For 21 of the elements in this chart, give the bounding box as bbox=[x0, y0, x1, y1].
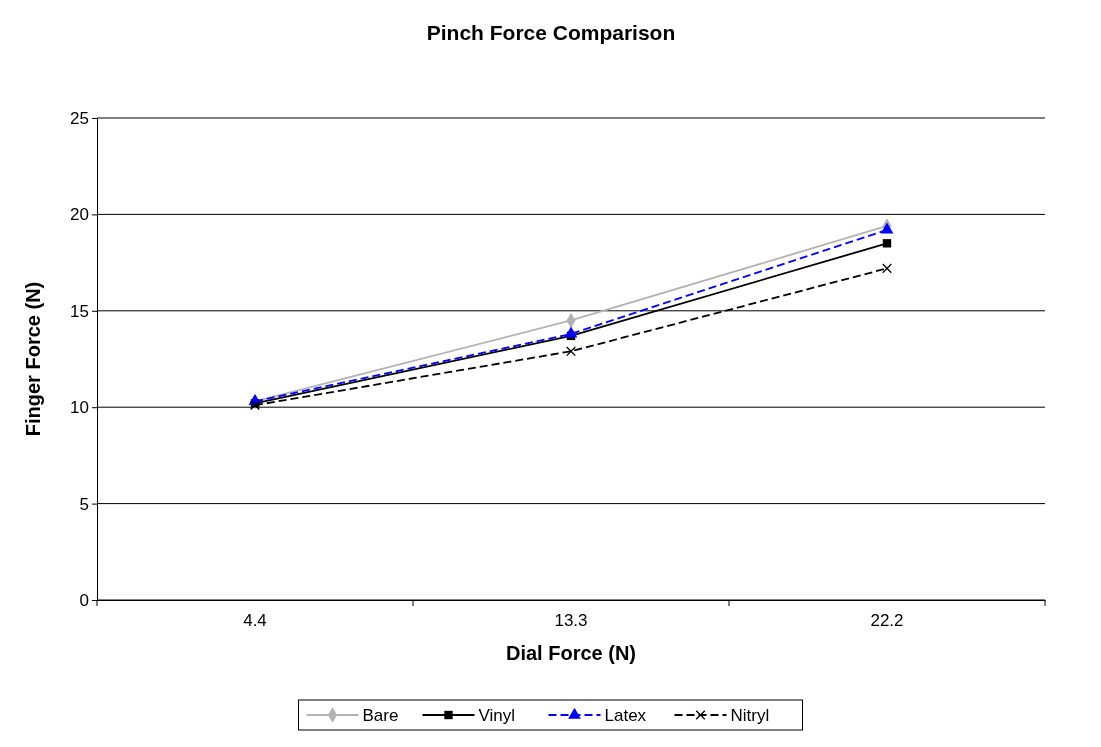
point bbox=[564, 326, 578, 338]
y-axis-title: Finger Force (N) bbox=[22, 281, 44, 437]
point bbox=[880, 222, 894, 234]
y-tick-label: 10 bbox=[70, 398, 89, 418]
legend-label: Vinyl bbox=[478, 706, 516, 725]
chart-title: Pinch Force Comparison bbox=[426, 21, 676, 44]
legend-label: Bare bbox=[362, 706, 399, 725]
y-tick-label: 5 bbox=[79, 494, 89, 514]
point bbox=[882, 239, 892, 248]
x-tick-label: 22.2 bbox=[870, 611, 904, 631]
y-tick-label: 0 bbox=[79, 590, 89, 610]
y-tick-label: 25 bbox=[70, 108, 89, 128]
x-tick-label: 13.3 bbox=[554, 611, 588, 631]
point bbox=[882, 263, 892, 274]
y-tick-label: 15 bbox=[70, 301, 89, 321]
legend-label: Nitryl bbox=[730, 706, 770, 725]
legend-label: Latex bbox=[604, 706, 647, 725]
y-tick-label: 20 bbox=[70, 205, 89, 225]
point bbox=[566, 346, 576, 357]
x-tick-label: 4.4 bbox=[243, 611, 267, 631]
x-axis-title: Dial Force (N) bbox=[505, 642, 637, 664]
